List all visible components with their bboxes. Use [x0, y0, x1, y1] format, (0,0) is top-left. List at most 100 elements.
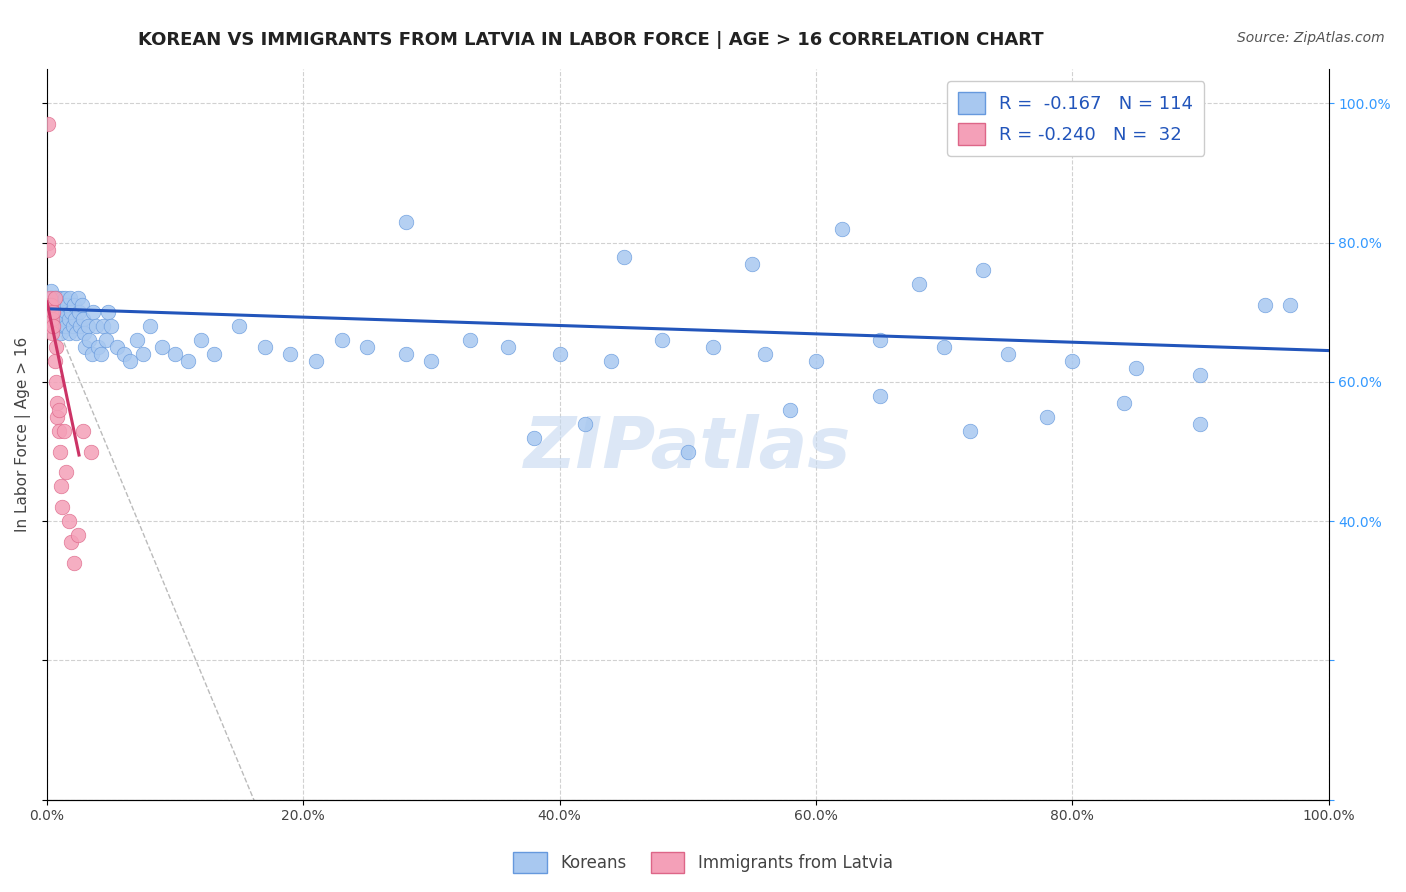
Point [44, 291, 66, 305]
Point [87, 340, 110, 354]
Point [132, 347, 155, 361]
Point [498, 340, 520, 354]
Point [39, 319, 62, 334]
Point [754, 347, 776, 361]
Text: KOREAN VS IMMIGRANTS FROM LATVIA IN LABOR FORCE | AGE > 16 CORRELATION CHART: KOREAN VS IMMIGRANTS FROM LATVIA IN LABO… [138, 31, 1043, 49]
Point [67, 305, 90, 319]
Point [66, 528, 89, 542]
Point [39, 285, 62, 299]
Text: ZIPatlas: ZIPatlas [524, 414, 852, 483]
Point [39, 298, 62, 312]
Point [66, 291, 89, 305]
Legend: Koreans, Immigrants from Latvia: Koreans, Immigrants from Latvia [506, 846, 900, 880]
Point [45, 375, 67, 389]
Point [38, 291, 60, 305]
Point [741, 256, 763, 270]
Point [280, 347, 302, 361]
Point [51, 291, 73, 305]
Point [72, 424, 94, 438]
Point [80, 347, 103, 361]
Point [63, 298, 86, 312]
Point [869, 333, 891, 347]
Point [1112, 396, 1135, 410]
Point [51, 500, 73, 515]
Point [60, 535, 83, 549]
Point [420, 354, 443, 368]
Point [97, 305, 120, 319]
Point [150, 340, 173, 354]
Point [41, 305, 63, 319]
Point [46, 305, 69, 319]
Point [42, 319, 65, 334]
Point [46, 409, 69, 424]
Point [63, 312, 86, 326]
Point [356, 340, 378, 354]
Point [46, 291, 69, 305]
Point [48, 424, 70, 438]
Point [93, 319, 115, 334]
Point [831, 221, 853, 235]
Point [42, 319, 65, 334]
Point [48, 298, 70, 312]
Point [997, 347, 1019, 361]
Point [779, 402, 801, 417]
Point [112, 347, 135, 361]
Point [62, 319, 84, 334]
Point [79, 444, 101, 458]
Point [907, 277, 929, 292]
Point [39, 298, 62, 312]
Point [56, 298, 79, 312]
Point [63, 556, 86, 570]
Point [38, 312, 60, 326]
Point [869, 389, 891, 403]
Point [202, 347, 225, 361]
Point [70, 298, 93, 312]
Point [41, 312, 63, 326]
Point [49, 326, 72, 340]
Point [58, 326, 80, 340]
Point [42, 298, 65, 312]
Point [41, 312, 63, 326]
Point [77, 319, 100, 334]
Point [37, 117, 59, 131]
Point [72, 312, 94, 326]
Point [38, 305, 60, 319]
Point [804, 354, 827, 368]
Point [48, 291, 70, 305]
Point [44, 319, 66, 334]
Point [49, 312, 72, 326]
Point [41, 291, 63, 305]
Point [55, 466, 77, 480]
Point [574, 417, 596, 431]
Point [44, 354, 66, 368]
Point [39, 319, 62, 334]
Point [58, 312, 80, 326]
Point [523, 431, 546, 445]
Point [37, 243, 59, 257]
Point [45, 298, 67, 312]
Point [48, 402, 70, 417]
Point [84, 319, 107, 334]
Point [58, 514, 80, 528]
Point [458, 333, 481, 347]
Point [330, 333, 353, 347]
Point [55, 319, 77, 334]
Point [46, 396, 69, 410]
Point [59, 291, 82, 305]
Point [55, 305, 77, 319]
Point [46, 319, 69, 334]
Point [41, 326, 63, 340]
Point [75, 340, 97, 354]
Point [51, 305, 73, 319]
Point [49, 479, 72, 493]
Point [190, 333, 212, 347]
Point [77, 333, 100, 347]
Point [548, 347, 571, 361]
Point [82, 305, 104, 319]
Point [48, 312, 70, 326]
Point [165, 347, 187, 361]
Point [69, 319, 91, 334]
Point [1125, 361, 1147, 376]
Point [1035, 409, 1057, 424]
Point [44, 305, 66, 319]
